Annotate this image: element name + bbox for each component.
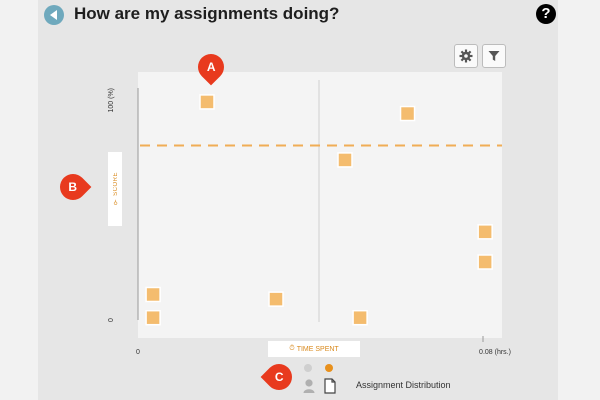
document-icon[interactable] (324, 378, 336, 394)
page-dot-1[interactable] (304, 364, 312, 372)
back-arrow-icon (49, 10, 57, 20)
back-button[interactable] (44, 5, 64, 25)
student-icon[interactable] (302, 378, 316, 394)
assignment-point-3[interactable] (337, 152, 353, 168)
x-tick-label-right: 0.08 (hrs.) (479, 349, 511, 356)
x-axis-label[interactable]: ⏱ TIME SPENT (268, 341, 360, 357)
assignment-point-2[interactable] (399, 105, 416, 122)
assignment-point-4[interactable] (477, 224, 493, 240)
page-title: How are my assignments doing? (74, 4, 340, 23)
score-icon: ⚲ (112, 196, 119, 206)
view-label: Assignment Distribution (356, 380, 451, 390)
assignment-point-9[interactable] (352, 309, 368, 326)
x-tick-label-left: 0 (136, 349, 140, 356)
stopwatch-icon: ⏱ (289, 345, 297, 352)
y-tick-label-top: 100 (%) (108, 88, 115, 113)
filter-button[interactable] (482, 44, 506, 68)
settings-button[interactable] (454, 44, 478, 68)
gear-icon (459, 49, 473, 63)
assignment-point-5[interactable] (477, 254, 493, 270)
assignment-point-6[interactable] (145, 286, 161, 303)
assignment-point-8[interactable] (268, 291, 284, 307)
assignment-point-1[interactable] (199, 94, 215, 110)
app-window: How are my assignments doing? ? 100 (%) … (38, 0, 558, 400)
plot-area (138, 72, 502, 338)
y-axis-label[interactable]: ⚲ SCORE (108, 152, 122, 226)
scatter-chart: 100 (%) 0 0 0.08 (hrs.) (108, 80, 511, 356)
assignment-point-7[interactable] (145, 309, 161, 326)
y-tick-label-bottom: 0 (108, 318, 115, 322)
filter-icon (488, 51, 500, 61)
page-dot-2[interactable] (325, 364, 333, 372)
help-button[interactable]: ? (536, 4, 556, 24)
